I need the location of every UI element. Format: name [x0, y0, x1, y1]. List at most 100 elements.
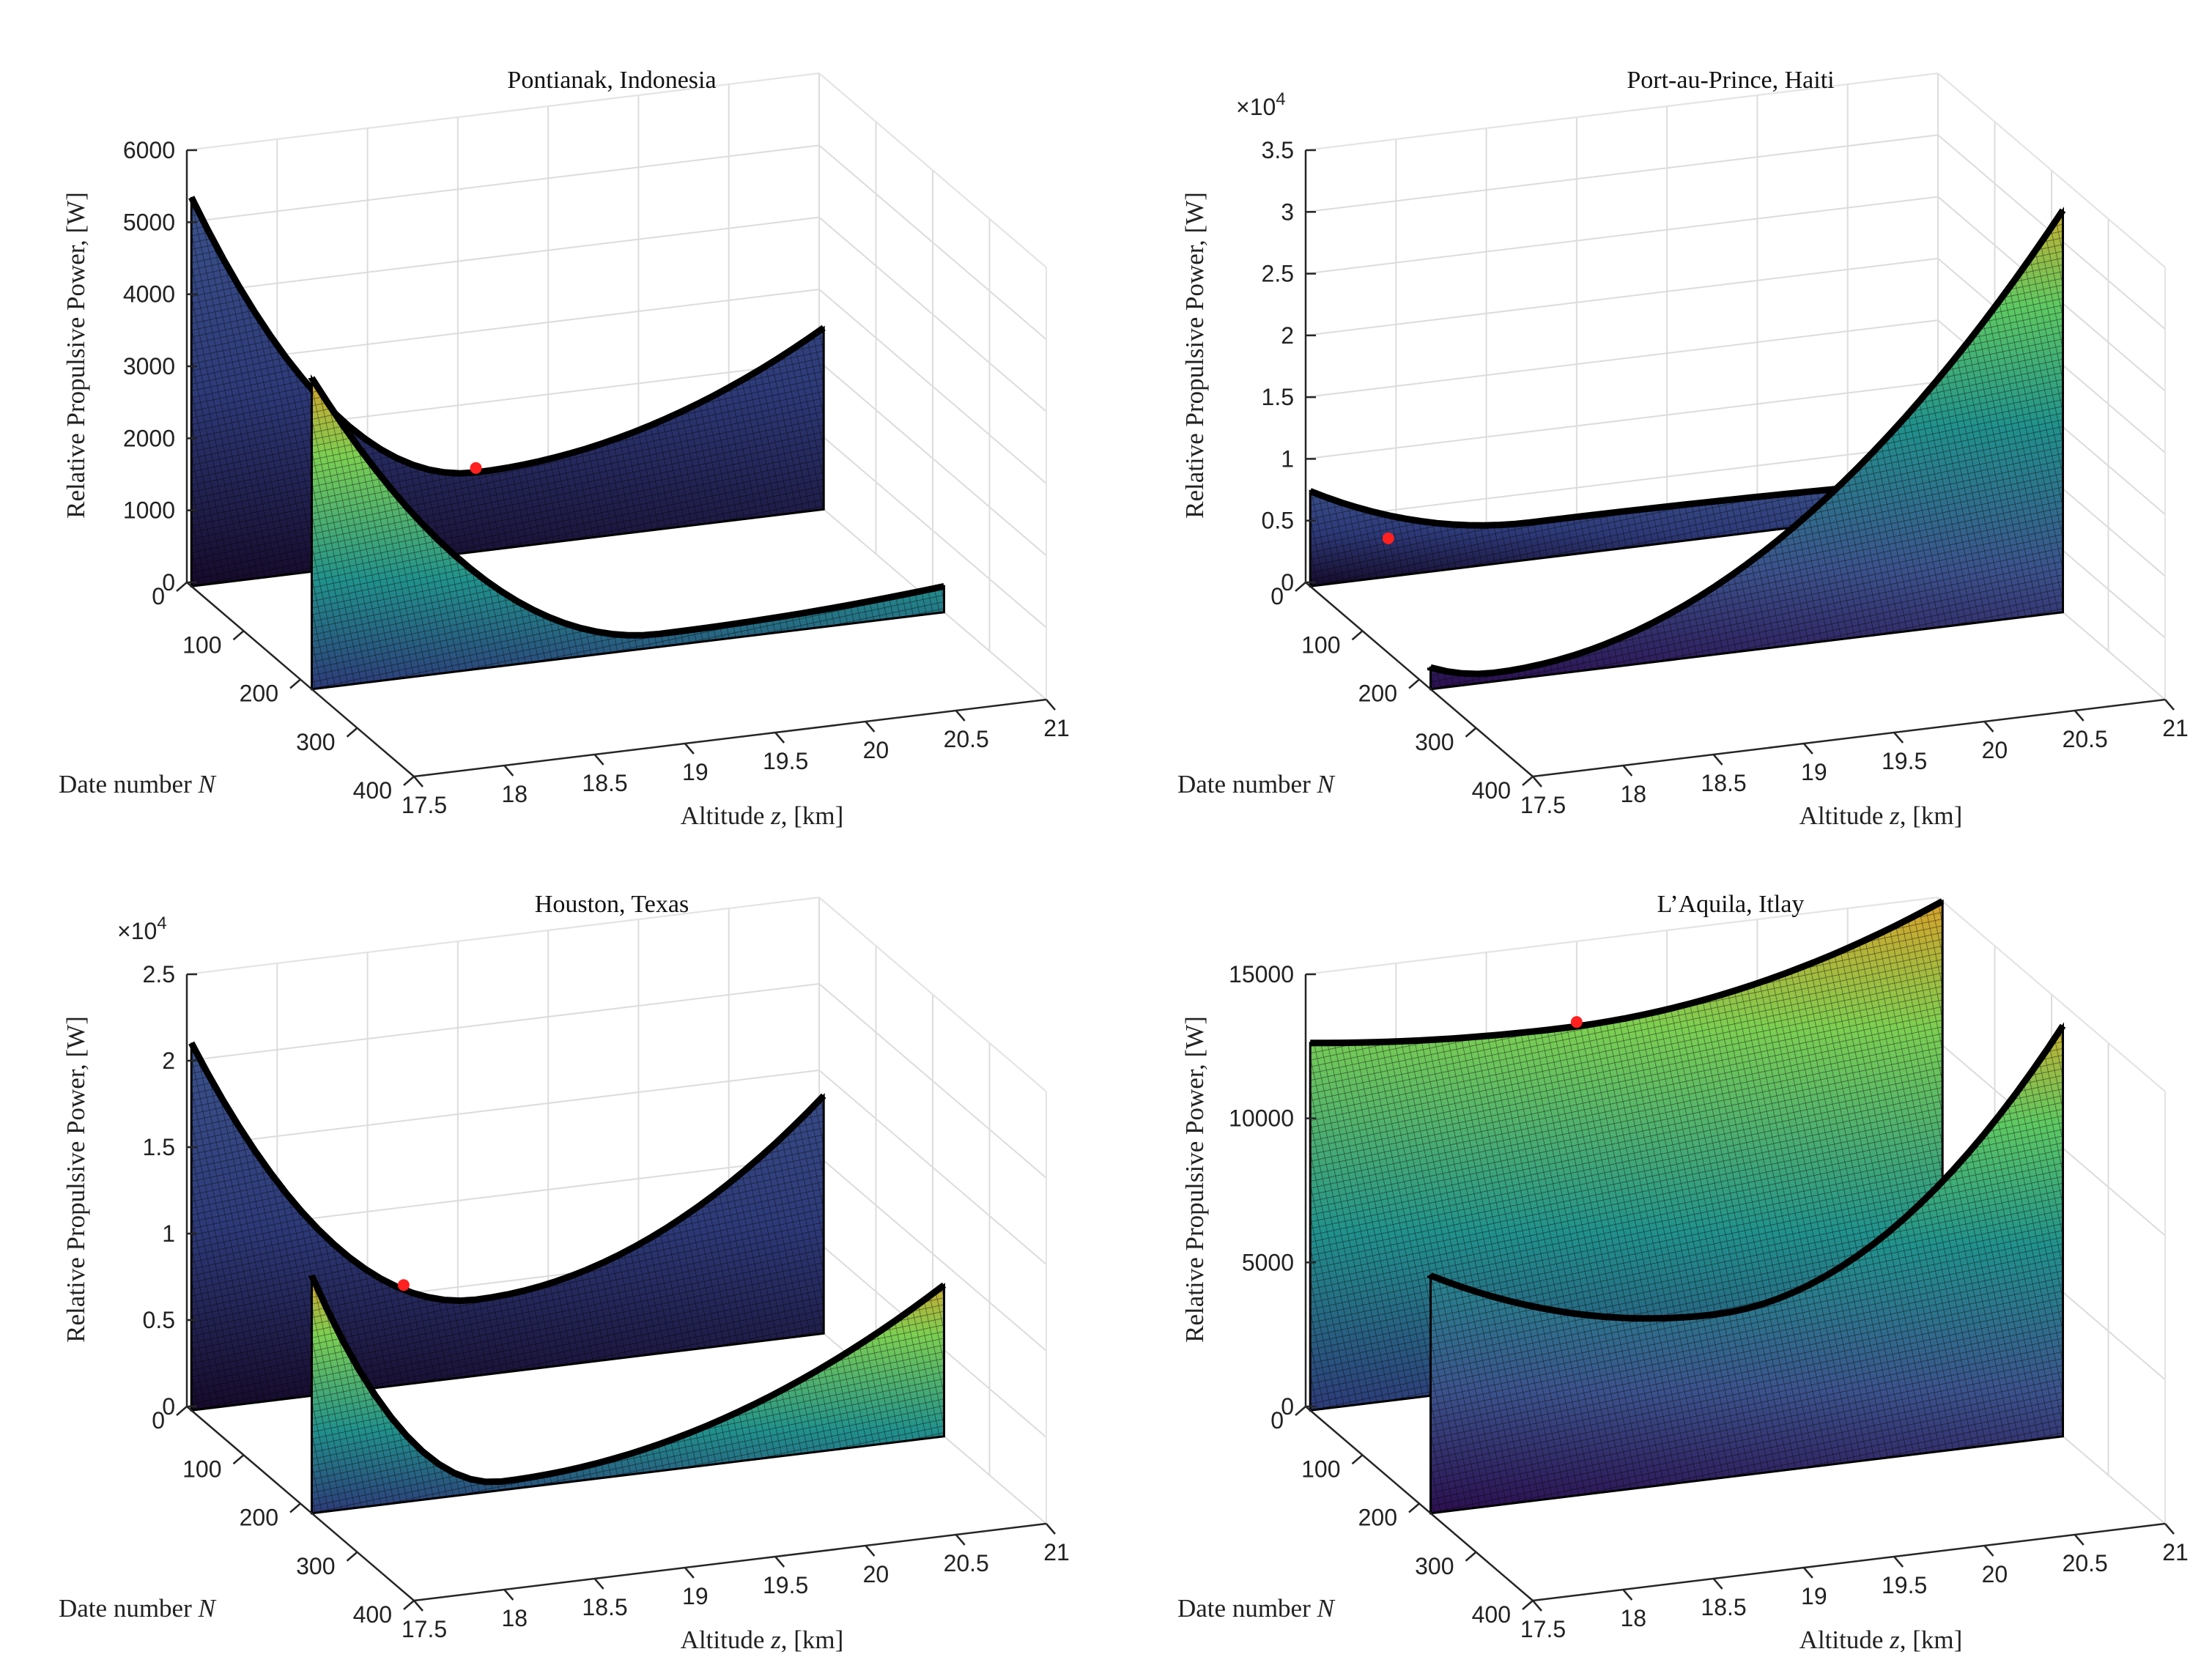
z-axis-label: Relative Propulsive Power, [W] [1180, 1016, 1209, 1343]
surface-sheet-back-edge [188, 196, 826, 477]
z-tick-label: 0.5 [143, 1307, 175, 1333]
y-tick-label: 200 [1358, 1505, 1397, 1531]
x-axis-label: Altitude z, [km] [1799, 1626, 1963, 1654]
y-tick-label: 300 [296, 1553, 335, 1579]
optimum-marker [397, 1279, 410, 1291]
z-tick-label: 1 [1281, 445, 1294, 472]
y-tick-label: 100 [182, 631, 221, 658]
x-tick-label: 19 [1801, 1583, 1827, 1609]
axes: 0 1000 2000 3000 4000 5000 6000 0 100 200 300 400 17… [123, 137, 1070, 818]
z-tick-label: 2.5 [1262, 261, 1294, 287]
z-tick-label: 2 [1281, 322, 1294, 349]
surface-laquila [1309, 898, 2066, 1515]
x-tick-label: 17.5 [1520, 1616, 1566, 1642]
x-tick-label: 20 [863, 1561, 889, 1587]
chart-title: Houston, Texas [535, 891, 689, 918]
surface-sheet-back-edge [188, 1041, 826, 1305]
y-tick-label: 300 [1415, 729, 1454, 755]
surface-panel-port-au-prince: 0 0.5 1 1.5 2 2.5 3 3.5 ×104 0 100 200 300 400 17.5 18 1… [1177, 67, 2189, 830]
surface-sheet-back-edge [1310, 898, 1945, 1047]
surface-sheet-front-mesh [311, 378, 944, 689]
x-tick-label: 20.5 [944, 1550, 989, 1576]
chart-title: Port-au-Prince, Haiti [1627, 67, 1834, 94]
y-tick-label: 400 [353, 777, 392, 804]
z-tick-label: 5000 [123, 209, 175, 235]
x-tick-label: 20 [863, 737, 889, 763]
z-axis-label: Relative Propulsive Power, [W] [62, 192, 90, 519]
x-tick-label: 17.5 [1520, 792, 1566, 818]
surface-houston [188, 1041, 947, 1515]
surface-sheet-front-mesh [1430, 210, 2063, 689]
surface-pontianak [188, 196, 945, 691]
x-tick-label: 20.5 [2063, 1550, 2108, 1576]
x-tick-label: 21 [2162, 715, 2189, 741]
z-tick-label: 10000 [1229, 1105, 1294, 1132]
y-tick-label: 200 [240, 1505, 278, 1531]
x-tick-label: 17.5 [402, 792, 447, 818]
optimum-marker [1382, 532, 1394, 544]
z-exponent-label: ×104 [117, 913, 167, 944]
x-tick-label: 19.5 [763, 748, 808, 774]
z-tick-label: 0 [162, 1393, 175, 1420]
y-axis-label: Date number N [59, 1594, 216, 1623]
chart-title: Pontianak, Indonesia [507, 67, 716, 94]
x-tick-label: 19.5 [1882, 1572, 1927, 1598]
optimum-marker [1570, 1016, 1583, 1028]
y-tick-label: 400 [353, 1601, 392, 1628]
chart-title: L’Aquila, Itlay [1657, 891, 1805, 918]
z-tick-label: 0 [1281, 569, 1294, 596]
z-tick-label: 4000 [123, 281, 175, 308]
x-tick-label: 20.5 [944, 726, 989, 752]
y-tick-label: 0 [1270, 1407, 1284, 1434]
x-tick-label: 20 [1982, 737, 2008, 763]
z-tick-label: 2 [162, 1048, 175, 1074]
surface-panel-pontianak: 0 1000 2000 3000 4000 5000 6000 0 100 200 300 400 17… [59, 67, 1070, 830]
y-tick-label: 100 [182, 1456, 221, 1482]
z-tick-label: 2.5 [143, 961, 175, 987]
x-tick-label: 20.5 [2063, 726, 2108, 752]
surface-sheet-front-edge [308, 1274, 947, 1486]
x-axis-label: Altitude z, [km] [681, 1626, 844, 1654]
y-tick-label: 300 [1415, 1553, 1454, 1579]
x-tick-label: 21 [2162, 1539, 2189, 1565]
z-tick-label: 3000 [123, 353, 175, 379]
x-tick-label: 19 [1801, 759, 1827, 785]
x-tick-label: 18.5 [1701, 770, 1746, 796]
surface-panel-houston: 0 0.5 1 1.5 2 2.5 ×104 0 100 200 300 400 17.5 18 18.5 1… [59, 891, 1070, 1654]
surface-panel-laquila: 0 5000 10000 15000 0 100 200 300 400 17.5 18 18.5 19… [1177, 891, 2189, 1654]
x-tick-label: 21 [1043, 715, 1070, 741]
x-tick-label: 18.5 [1701, 1594, 1746, 1620]
x-tick-label: 18 [501, 781, 528, 807]
z-tick-label: 0.5 [1262, 508, 1294, 534]
x-tick-label: 17.5 [402, 1616, 447, 1642]
x-axis-label: Altitude z, [km] [1799, 801, 1963, 830]
z-tick-label: 3.5 [1262, 137, 1294, 163]
z-tick-label: 5000 [1242, 1249, 1294, 1275]
z-tick-label: 0 [162, 569, 175, 596]
z-tick-label: 3 [1281, 199, 1294, 225]
z-axis-label: Relative Propulsive Power, [W] [62, 1016, 90, 1343]
y-tick-label: 200 [240, 681, 278, 707]
z-tick-label: 1000 [123, 497, 175, 524]
x-tick-label: 18 [1620, 1605, 1646, 1631]
surface-sheet-back-mesh [1310, 901, 1943, 1411]
surface-sheet-back-mesh [191, 1042, 824, 1411]
x-tick-label: 18.5 [582, 1594, 627, 1620]
z-tick-label: 1.5 [1262, 384, 1294, 410]
y-axis-label: Date number N [1177, 1594, 1335, 1623]
x-tick-label: 19.5 [1882, 748, 1927, 774]
y-tick-label: 100 [1301, 631, 1340, 658]
surface-sheet-front-edge [1427, 208, 2066, 678]
axes: 0 5000 10000 15000 0 100 200 300 400 17.5 18 18.5 19… [1229, 961, 2189, 1642]
y-tick-label: 0 [152, 1407, 165, 1434]
x-tick-label: 19.5 [763, 1572, 808, 1598]
y-tick-label: 0 [152, 583, 165, 609]
z-tick-label: 1 [162, 1220, 175, 1247]
surface-sheet-back-mesh [1310, 479, 1943, 587]
y-tick-label: 300 [296, 729, 335, 755]
z-tick-label: 6000 [123, 137, 175, 163]
x-axis-label: Altitude z, [km] [681, 801, 844, 830]
y-tick-label: 400 [1472, 1601, 1511, 1628]
axes: 0 0.5 1 1.5 2 2.5 3 3.5 ×104 0 100 200 300 400 17.5 18 1… [1236, 89, 2189, 818]
